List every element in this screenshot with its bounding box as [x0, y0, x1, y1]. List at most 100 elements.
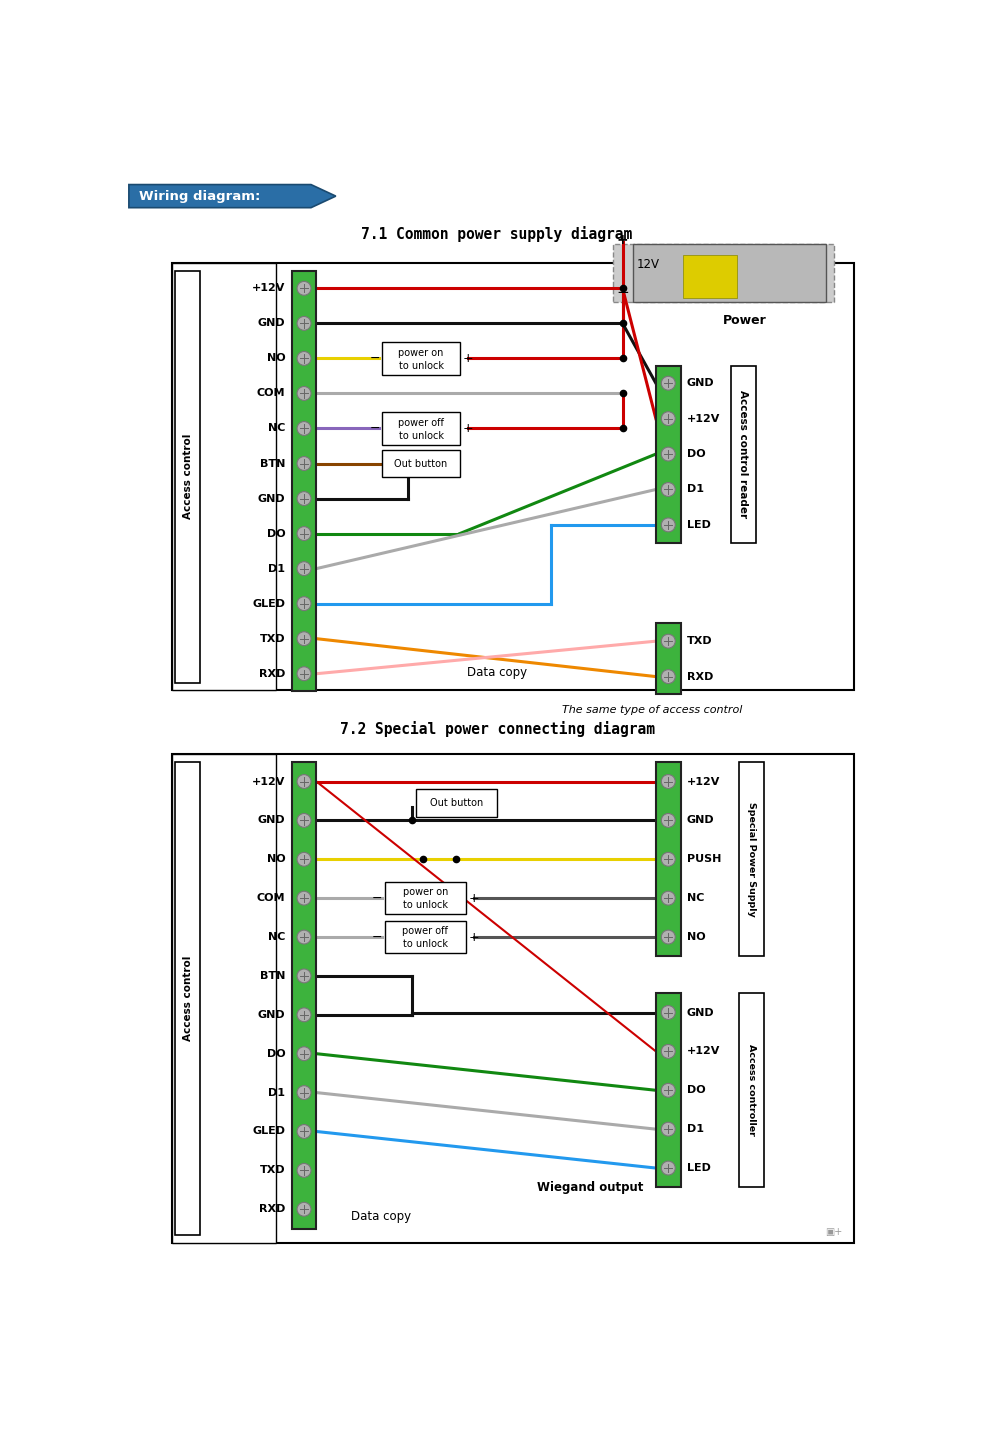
Text: +: +	[468, 930, 479, 943]
Circle shape	[297, 1047, 311, 1060]
Circle shape	[297, 775, 311, 789]
Text: to unlock: to unlock	[403, 939, 448, 949]
Circle shape	[297, 422, 311, 436]
Circle shape	[297, 527, 311, 540]
Bar	[385, 920, 466, 953]
Text: −: −	[369, 422, 380, 434]
Circle shape	[661, 634, 675, 649]
Text: +12V: +12V	[687, 1046, 720, 1056]
Bar	[292, 272, 316, 692]
Text: Access control: Access control	[183, 434, 193, 520]
Text: NC: NC	[268, 423, 285, 433]
Text: COM: COM	[257, 389, 285, 399]
Text: GND: GND	[687, 379, 714, 389]
Circle shape	[297, 852, 311, 866]
Bar	[385, 882, 466, 915]
Circle shape	[297, 1202, 311, 1216]
Text: power off: power off	[398, 417, 444, 427]
Text: DO: DO	[687, 1085, 706, 1095]
Text: Out button: Out button	[430, 797, 483, 807]
Text: D1: D1	[687, 1125, 704, 1135]
Text: Access controller: Access controller	[747, 1045, 756, 1136]
Text: +12V: +12V	[687, 413, 720, 423]
Circle shape	[297, 930, 311, 945]
Text: Wiegand output: Wiegand output	[537, 1180, 643, 1193]
Circle shape	[297, 282, 311, 296]
Text: NC: NC	[268, 932, 285, 942]
Bar	[656, 993, 681, 1187]
Bar	[172, 755, 854, 1243]
Text: power on: power on	[403, 887, 448, 897]
Circle shape	[297, 969, 311, 983]
Circle shape	[661, 1162, 675, 1175]
Circle shape	[297, 457, 311, 470]
Text: to unlock: to unlock	[403, 900, 448, 910]
Text: NO: NO	[687, 932, 706, 942]
Bar	[633, 244, 826, 302]
Text: D1: D1	[268, 1087, 285, 1097]
Text: Data copy: Data copy	[467, 666, 527, 679]
Text: NO: NO	[267, 353, 285, 363]
Bar	[739, 762, 764, 956]
Text: BTN: BTN	[260, 970, 285, 980]
Text: to unlock: to unlock	[399, 430, 444, 440]
Text: GND: GND	[687, 816, 714, 826]
Text: 7.2 Special power connecting diagram: 7.2 Special power connecting diagram	[340, 722, 654, 737]
Circle shape	[297, 892, 311, 905]
Bar	[613, 244, 834, 302]
Bar	[172, 263, 276, 690]
Text: +: +	[462, 422, 473, 434]
Text: Wiring diagram:: Wiring diagram:	[139, 190, 260, 203]
Text: Out button: Out button	[394, 459, 448, 469]
Bar	[683, 256, 737, 297]
Circle shape	[297, 1163, 311, 1177]
Circle shape	[297, 597, 311, 610]
Text: ▣+: ▣+	[826, 1226, 843, 1236]
Text: DO: DO	[267, 529, 285, 539]
Text: D1: D1	[268, 563, 285, 573]
Circle shape	[661, 1083, 675, 1097]
Text: −: −	[372, 930, 382, 943]
Polygon shape	[129, 184, 336, 207]
Text: GND: GND	[258, 319, 285, 329]
Bar	[382, 413, 460, 444]
Bar	[175, 762, 200, 1235]
Circle shape	[297, 386, 311, 400]
Bar	[416, 789, 497, 816]
Circle shape	[297, 1125, 311, 1139]
Circle shape	[297, 813, 311, 827]
Bar	[731, 366, 756, 543]
Text: power on: power on	[398, 347, 444, 357]
Circle shape	[661, 483, 675, 496]
Text: −: −	[616, 284, 629, 300]
Text: Data copy: Data copy	[351, 1210, 411, 1223]
Circle shape	[297, 1086, 311, 1099]
Text: +12V: +12V	[252, 776, 285, 786]
Bar	[172, 263, 854, 690]
Circle shape	[297, 316, 311, 330]
Circle shape	[661, 1122, 675, 1136]
Bar	[382, 342, 460, 374]
Circle shape	[661, 670, 675, 683]
Text: RXD: RXD	[259, 669, 285, 679]
Text: +12V: +12V	[687, 776, 720, 786]
Text: GND: GND	[687, 1007, 714, 1017]
Circle shape	[661, 412, 675, 426]
Circle shape	[661, 892, 675, 905]
Circle shape	[297, 632, 311, 646]
Text: LED: LED	[687, 1163, 711, 1173]
Bar	[292, 762, 316, 1229]
Text: power off: power off	[402, 926, 448, 936]
Text: COM: COM	[257, 893, 285, 903]
Circle shape	[661, 813, 675, 827]
Text: −: −	[372, 892, 382, 905]
Text: to unlock: to unlock	[399, 360, 444, 370]
Circle shape	[297, 352, 311, 366]
Bar	[656, 762, 681, 956]
Circle shape	[297, 1007, 311, 1022]
Text: −: −	[369, 352, 380, 364]
Text: 7.1 Common power supply diagram: 7.1 Common power supply diagram	[361, 226, 633, 242]
Text: GND: GND	[258, 1010, 285, 1020]
Text: BTN: BTN	[260, 459, 285, 469]
Text: GND: GND	[258, 816, 285, 826]
